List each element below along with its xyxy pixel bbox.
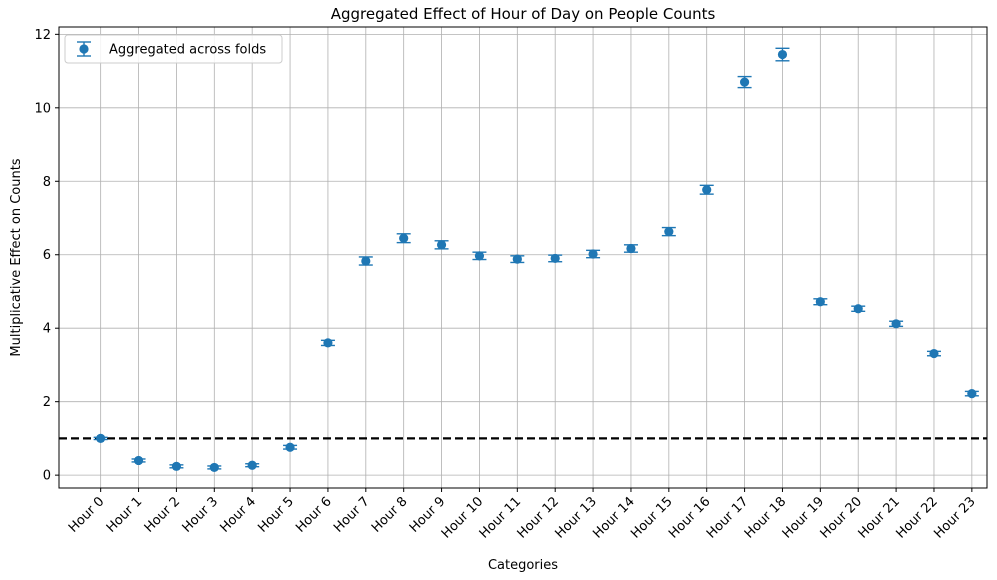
data-point — [510, 254, 525, 264]
point-marker — [739, 77, 750, 87]
point-marker — [361, 256, 371, 266]
point-marker — [285, 442, 295, 452]
x-tick-label: Hour 3 — [180, 494, 222, 536]
data-point — [434, 240, 449, 250]
y-axis-ticks: 0 2 4 6 8 10 12 — [34, 28, 59, 484]
point-marker — [474, 251, 485, 261]
data-point — [131, 455, 146, 466]
point-marker — [588, 249, 598, 259]
chart-title: Aggregated Effect of Hour of Day on Peop… — [331, 5, 716, 23]
point-marker — [815, 297, 825, 307]
y-tick-label: 2 — [43, 395, 51, 410]
point-marker — [967, 388, 977, 399]
legend-label: Aggregated across folds — [109, 43, 266, 58]
data-point — [661, 226, 676, 237]
data-point — [586, 249, 601, 259]
data-point — [851, 304, 866, 314]
data-point — [472, 251, 487, 261]
data-point — [245, 460, 260, 470]
data-point — [623, 243, 638, 254]
x-tick-label: Hour 5 — [255, 494, 297, 536]
series-points — [93, 47, 979, 473]
grid — [59, 27, 987, 488]
data-point — [813, 297, 828, 307]
legend-box — [64, 34, 283, 64]
data-point — [775, 47, 790, 62]
point-marker — [550, 253, 560, 264]
data-point — [699, 184, 714, 195]
data-point — [207, 462, 222, 473]
point-marker — [399, 233, 409, 243]
data-point — [964, 388, 979, 399]
point-marker — [891, 319, 901, 329]
legend-marker — [77, 41, 91, 57]
plot-frame — [58, 26, 988, 489]
x-axis-title: Categories — [488, 558, 558, 573]
y-tick-label: 6 — [43, 248, 51, 263]
point-marker — [626, 243, 636, 254]
point-marker — [512, 254, 522, 264]
point-marker — [96, 433, 106, 444]
point-marker — [702, 185, 712, 195]
x-tick-label: Hour 8 — [369, 494, 411, 536]
point-marker — [664, 227, 674, 237]
x-tick-label: Hour 6 — [293, 494, 335, 536]
x-tick-label: Hour 0 — [66, 494, 108, 536]
y-tick-label: 4 — [43, 322, 51, 337]
y-tick-label: 12 — [34, 28, 51, 43]
y-tick-label: 10 — [34, 101, 51, 116]
legend: Aggregated across folds — [64, 34, 283, 64]
y-tick-label: 0 — [43, 469, 51, 484]
point-marker — [133, 455, 144, 466]
x-tick-label: Hour 23 — [931, 494, 978, 541]
data-point — [926, 348, 941, 359]
data-point — [283, 442, 298, 452]
point-marker — [247, 460, 257, 470]
data-point — [93, 433, 108, 444]
point-marker — [436, 240, 447, 250]
data-point — [320, 338, 335, 348]
x-tick-label: Hour 1 — [104, 494, 146, 536]
point-marker — [777, 49, 788, 60]
y-axis-title: Multiplicative Effect on Counts — [9, 158, 24, 356]
x-tick-label: Hour 4 — [217, 494, 259, 536]
point-marker — [171, 461, 182, 471]
legend-point-marker — [79, 44, 89, 54]
data-point — [548, 253, 563, 264]
data-point — [169, 461, 184, 471]
data-point — [396, 233, 411, 244]
point-marker — [853, 304, 863, 314]
x-tick-label: Hour 2 — [142, 494, 184, 536]
point-marker — [209, 462, 219, 473]
data-point — [889, 319, 904, 329]
data-point — [737, 75, 752, 89]
point-marker — [929, 348, 939, 359]
data-point — [358, 256, 373, 266]
x-tick-label: Hour 7 — [331, 494, 373, 536]
y-tick-label: 8 — [43, 175, 51, 190]
point-marker — [323, 338, 333, 348]
